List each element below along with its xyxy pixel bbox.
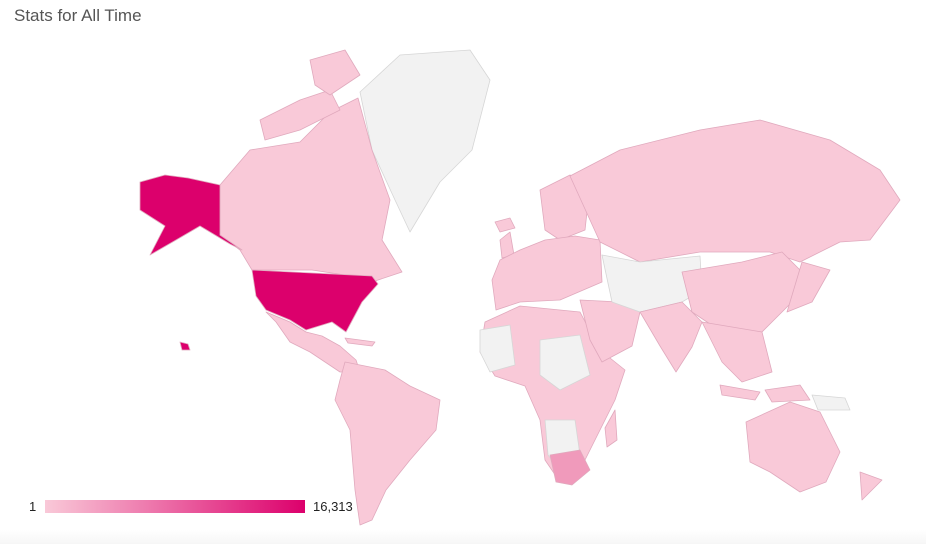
country-hawaii[interactable] [179, 341, 191, 351]
legend-min-label: 1 [29, 499, 37, 514]
country-papua[interactable] [811, 394, 851, 411]
legend-gradient-bar [45, 500, 305, 513]
country-greenland[interactable] [359, 49, 491, 233]
legend-max-label: 16,313 [313, 499, 353, 514]
country-indonesia-1[interactable] [719, 384, 761, 401]
country-southeast-asia[interactable] [701, 321, 773, 383]
country-arctic-islands-1[interactable] [259, 89, 341, 141]
country-madagascar[interactable] [604, 409, 618, 448]
country-alaska[interactable] [139, 174, 243, 256]
country-africa[interactable] [479, 305, 626, 483]
country-new-zealand[interactable] [859, 471, 883, 501]
footer-shade [0, 530, 926, 544]
country-australia[interactable] [745, 401, 841, 493]
country-south-africa[interactable] [549, 449, 591, 486]
country-india[interactable] [639, 301, 703, 373]
country-caribbean[interactable] [344, 337, 376, 347]
country-canada[interactable] [219, 97, 403, 283]
country-arctic-islands-2[interactable] [309, 49, 361, 96]
country-africa-nodata-2[interactable] [539, 334, 591, 391]
country-russia[interactable] [569, 119, 901, 263]
country-south-america[interactable] [334, 361, 441, 526]
chart-title: Stats for All Time [14, 6, 142, 25]
country-indonesia-2[interactable] [764, 384, 811, 403]
country-usa[interactable] [251, 269, 379, 333]
country-africa-nodata-1[interactable] [479, 324, 516, 373]
country-japan[interactable] [786, 261, 831, 313]
country-iceland[interactable] [494, 217, 516, 233]
